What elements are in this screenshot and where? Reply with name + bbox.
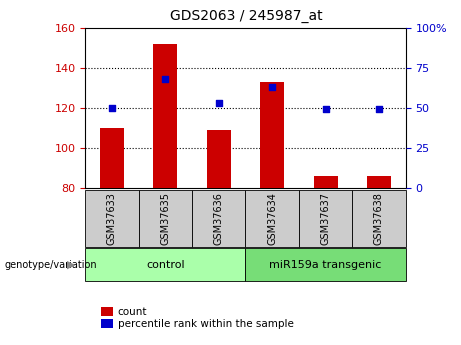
Point — [268, 84, 276, 90]
Text: ▶: ▶ — [67, 260, 76, 270]
Text: miR159a transgenic: miR159a transgenic — [269, 260, 382, 270]
Text: GSM37637: GSM37637 — [320, 192, 331, 245]
Bar — [260, 82, 284, 188]
Text: GDS2063 / 245987_at: GDS2063 / 245987_at — [170, 9, 323, 23]
Bar — [207, 130, 231, 188]
Text: GSM37633: GSM37633 — [107, 192, 117, 245]
Bar — [313, 176, 337, 188]
Bar — [367, 176, 391, 188]
Text: GSM37634: GSM37634 — [267, 192, 277, 245]
Point — [375, 107, 383, 112]
Text: count: count — [118, 307, 147, 316]
Text: GSM37638: GSM37638 — [374, 192, 384, 245]
Bar — [100, 128, 124, 188]
Text: GSM37636: GSM37636 — [214, 192, 224, 245]
Text: genotype/variation: genotype/variation — [5, 260, 97, 270]
Bar — [154, 43, 177, 188]
Point — [162, 76, 169, 82]
Point — [322, 107, 329, 112]
Point — [108, 105, 116, 110]
Text: GSM37635: GSM37635 — [160, 192, 171, 245]
Text: percentile rank within the sample: percentile rank within the sample — [118, 319, 294, 328]
Point — [215, 100, 223, 106]
Text: control: control — [146, 260, 185, 270]
